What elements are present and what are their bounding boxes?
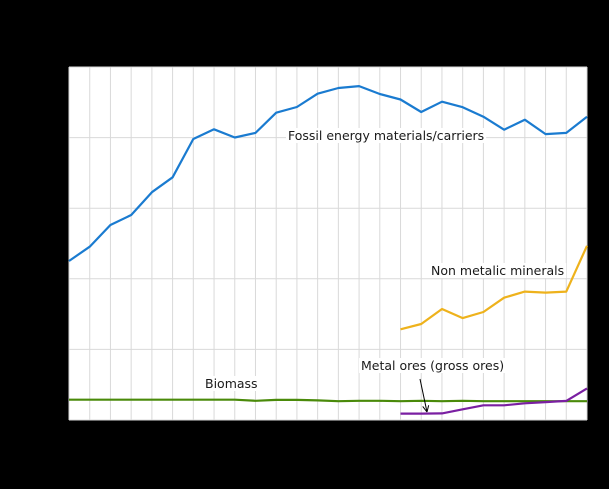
annotations: Fossil energy materials/carriers Non meta… [203,128,567,413]
annotation-background [286,128,487,143]
series-lines [68,84,589,415]
plot-area [69,67,587,420]
arrow-head-icon [422,406,428,413]
annotation-background [359,358,507,373]
arrow-icon [419,378,428,413]
arrow-head-icon [426,405,430,413]
series-line-biomass [69,398,587,403]
annotation-label: Biomass [205,376,258,391]
series-line-metal-ores-gross-ores [400,387,588,415]
annotation-label: Fossil energy materials/carriers [288,128,484,143]
series-line-fossil-energy-materials-carriers [68,84,588,262]
annotation-label: Metal ores (gross ores) [361,358,504,373]
annotation-background [429,263,567,278]
annotation-label: Non metalic minerals [431,263,564,278]
annotation-background [203,376,260,391]
series-line-non-metalic-minerals [400,245,589,331]
